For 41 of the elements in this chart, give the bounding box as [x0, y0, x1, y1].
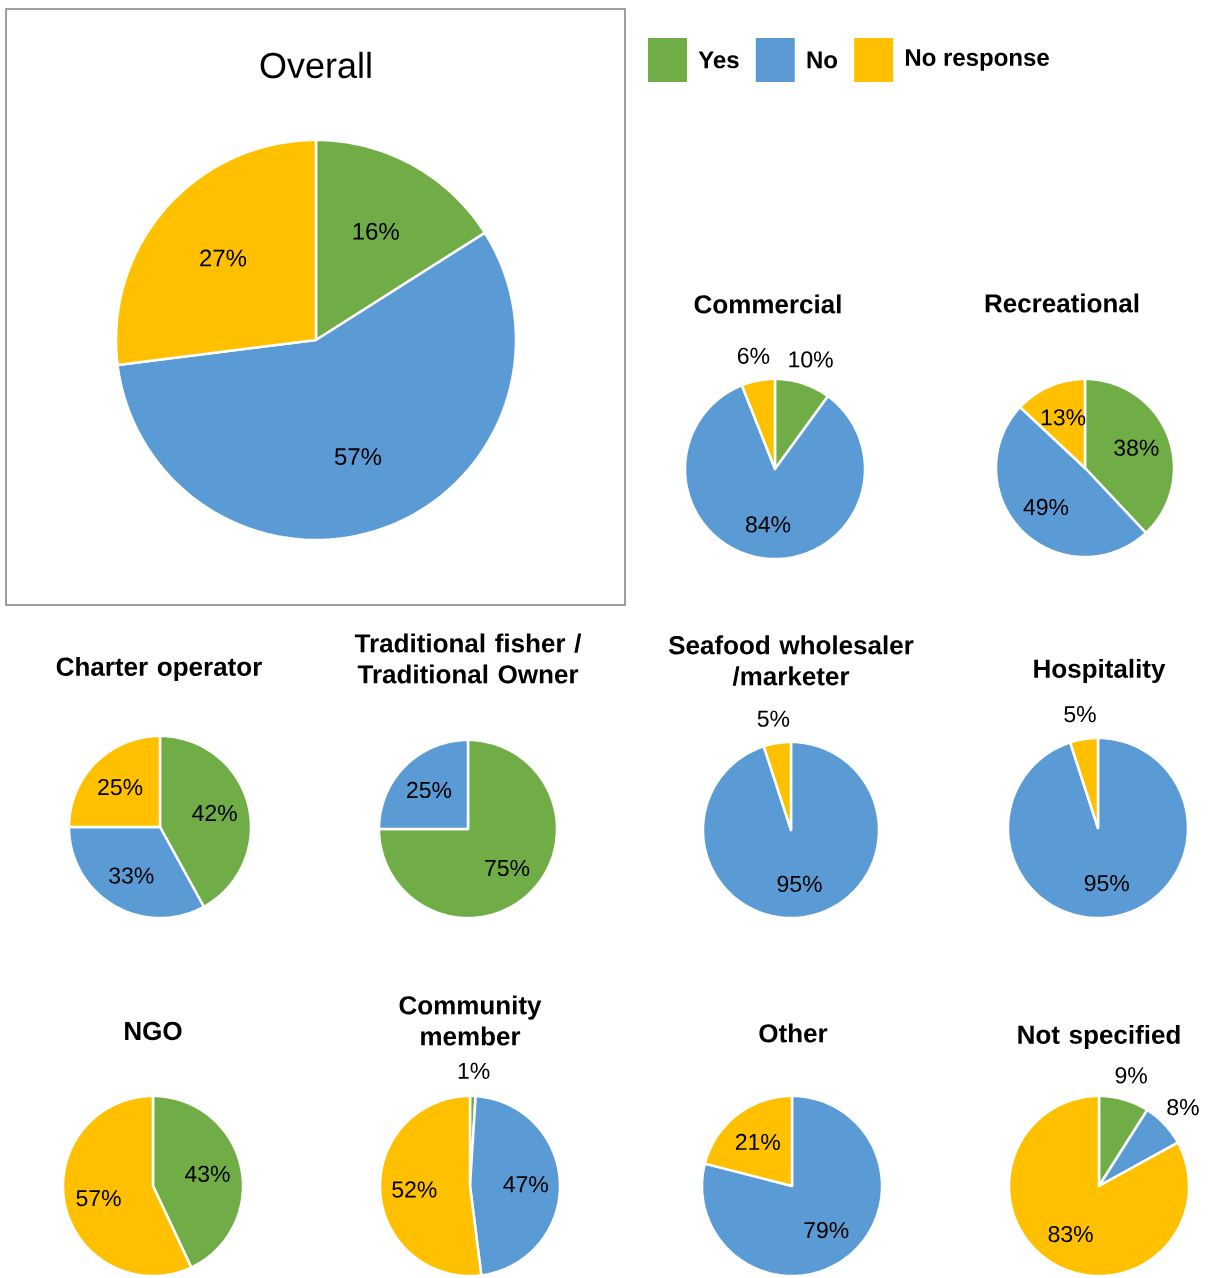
- data-label: 25%: [407, 781, 452, 799]
- chart-title: Recreational: [985, 293, 1139, 313]
- data-label: 27%: [200, 249, 247, 267]
- data-label: 33%: [109, 867, 154, 884]
- data-label: 95%: [1084, 874, 1129, 892]
- chart-title: Community member: [399, 995, 542, 1046]
- data-label: 10%: [789, 351, 833, 368]
- data-label: 84%: [745, 516, 791, 533]
- chart-title: NGO: [125, 1021, 182, 1041]
- data-label: 5%: [757, 710, 790, 727]
- data-label: 8%: [1167, 1098, 1199, 1116]
- data-label: 5%: [1064, 706, 1096, 723]
- data-label: 42%: [192, 804, 237, 822]
- legend-label: No: [807, 51, 838, 69]
- data-label: 47%: [503, 1176, 548, 1193]
- data-label: 75%: [485, 859, 530, 877]
- chart-title: Seafood wholesaler /marketer: [668, 635, 914, 686]
- data-label: 83%: [1048, 1225, 1093, 1243]
- data-label: 21%: [735, 1133, 780, 1151]
- data-label: 9%: [1115, 1067, 1147, 1084]
- legend-label: No response: [905, 49, 1049, 71]
- data-label: 52%: [392, 1181, 437, 1198]
- chart-title: Traditional fisher / Traditional Owner: [354, 633, 582, 684]
- data-label: 79%: [804, 1221, 849, 1239]
- data-label: 49%: [1023, 498, 1069, 516]
- data-label: 43%: [184, 1165, 230, 1182]
- chart-title: Overall: [260, 51, 371, 79]
- chart-title: Commercial: [694, 294, 841, 314]
- data-label: 95%: [777, 875, 822, 893]
- chart-title: Other: [759, 1023, 828, 1043]
- chart-title: Hospitality: [1034, 658, 1166, 684]
- legend-label: Yes: [698, 51, 739, 69]
- chart-title: Not specified: [1018, 1024, 1180, 1050]
- data-label: 25%: [98, 778, 143, 796]
- data-label: 1%: [458, 1062, 490, 1079]
- data-label: 57%: [334, 448, 382, 466]
- data-label: 38%: [1114, 439, 1159, 456]
- data-label: 57%: [76, 1190, 121, 1207]
- chart-title: Charter operator: [56, 656, 262, 682]
- data-label: 16%: [353, 222, 399, 240]
- data-label: 6%: [737, 347, 770, 364]
